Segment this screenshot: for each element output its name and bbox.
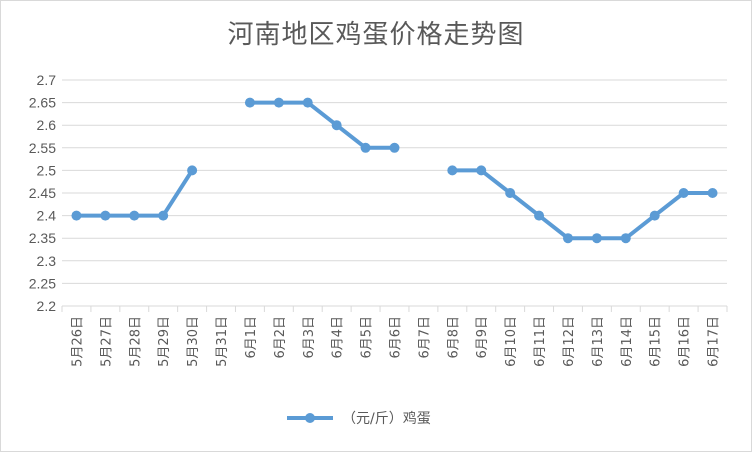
x-tick-label: 5月31日 xyxy=(215,316,230,367)
y-tick-label: 2.3 xyxy=(37,253,57,269)
data-point xyxy=(678,188,689,198)
x-tick-label: 5月28日 xyxy=(128,316,143,367)
x-tick-label: 6月1日 xyxy=(244,316,259,359)
x-tick-label: 6月14日 xyxy=(620,316,635,367)
x-tick-label: 6月7日 xyxy=(417,316,432,359)
y-tick-label: 2.35 xyxy=(29,230,56,246)
y-tick-label: 2.65 xyxy=(29,95,56,111)
y-tick-label: 2.4 xyxy=(37,208,57,224)
x-tick-label: 5月30日 xyxy=(186,316,201,367)
x-tick-label: 6月4日 xyxy=(331,316,346,359)
legend-marker xyxy=(305,413,315,423)
data-point xyxy=(505,188,516,198)
series-layer xyxy=(71,97,718,244)
data-point xyxy=(620,233,631,244)
data-point xyxy=(273,97,284,108)
x-tick-label: 6月6日 xyxy=(389,316,404,359)
x-axis-ticks: 5月26日 5月27日 5月28日 5月29日 5月30日 5月31日 6月1日 6月2日 6月… xyxy=(70,316,721,367)
data-point xyxy=(389,142,400,153)
chart-title: 河南地区鸡蛋价格走势图 xyxy=(227,20,525,50)
x-tick-label: 6月15日 xyxy=(649,316,664,367)
y-tick-label: 2.6 xyxy=(37,117,57,133)
x-tick-label: 5月26日 xyxy=(70,316,85,367)
x-tick-label: 6月17日 xyxy=(707,316,722,367)
data-point xyxy=(707,188,718,198)
data-point xyxy=(71,210,82,221)
x-tick-label: 6月11日 xyxy=(533,316,548,367)
data-point xyxy=(187,165,198,176)
x-tick-label: 6月8日 xyxy=(446,316,461,359)
x-tick-label: 6月10日 xyxy=(504,316,519,367)
y-tick-label: 2.25 xyxy=(29,275,56,291)
y-tick-label: 2.45 xyxy=(29,185,56,201)
data-point xyxy=(562,233,573,244)
x-tick-label: 6月3日 xyxy=(302,316,317,359)
series-line xyxy=(450,168,715,241)
y-tick-label: 2.2 xyxy=(37,298,57,314)
data-point xyxy=(447,165,458,176)
x-tick-label: 6月9日 xyxy=(475,316,490,359)
data-point xyxy=(476,165,487,176)
data-point xyxy=(129,210,140,221)
data-point xyxy=(534,210,545,221)
x-tick-label: 6月13日 xyxy=(591,316,606,367)
y-axis-ticks: 2.2 2.25 2.3 2.35 2.4 2.45 2.5 2.55 2.6 2.65 2.7 xyxy=(29,72,56,314)
data-point xyxy=(244,97,255,108)
data-point xyxy=(302,97,313,108)
y-tick-label: 2.7 xyxy=(37,72,57,88)
x-tick-label: 6月16日 xyxy=(678,316,693,367)
data-point xyxy=(649,210,660,221)
data-point xyxy=(100,210,111,221)
x-tick-label: 5月27日 xyxy=(99,316,114,367)
x-tick-label: 6月5日 xyxy=(360,316,375,359)
legend-label: （元/斤）鸡蛋 xyxy=(342,410,431,427)
x-tick-label: 6月2日 xyxy=(273,316,288,359)
x-tick-label: 6月12日 xyxy=(562,316,577,367)
data-point xyxy=(331,120,342,131)
y-tick-label: 2.5 xyxy=(37,162,57,178)
data-point xyxy=(591,233,602,244)
gridlines xyxy=(61,79,728,312)
legend: （元/斤）鸡蛋 xyxy=(287,410,431,427)
y-tick-label: 2.55 xyxy=(29,140,56,156)
x-tick-label: 5月29日 xyxy=(157,316,172,367)
data-point xyxy=(360,142,371,153)
data-point xyxy=(158,210,169,221)
